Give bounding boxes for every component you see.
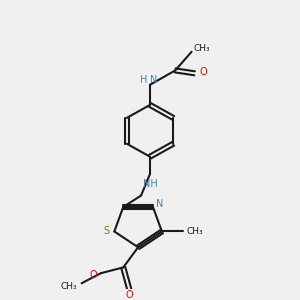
Text: N: N — [150, 76, 157, 85]
Text: H: H — [140, 76, 147, 85]
Text: O: O — [125, 290, 133, 300]
Text: CH₃: CH₃ — [61, 282, 77, 291]
Text: N: N — [156, 199, 163, 209]
Text: O: O — [90, 270, 97, 280]
Text: O: O — [199, 67, 207, 77]
Text: CH₃: CH₃ — [194, 44, 210, 53]
Text: CH₃: CH₃ — [187, 227, 203, 236]
Text: S: S — [104, 226, 110, 236]
Text: NH: NH — [142, 179, 158, 189]
